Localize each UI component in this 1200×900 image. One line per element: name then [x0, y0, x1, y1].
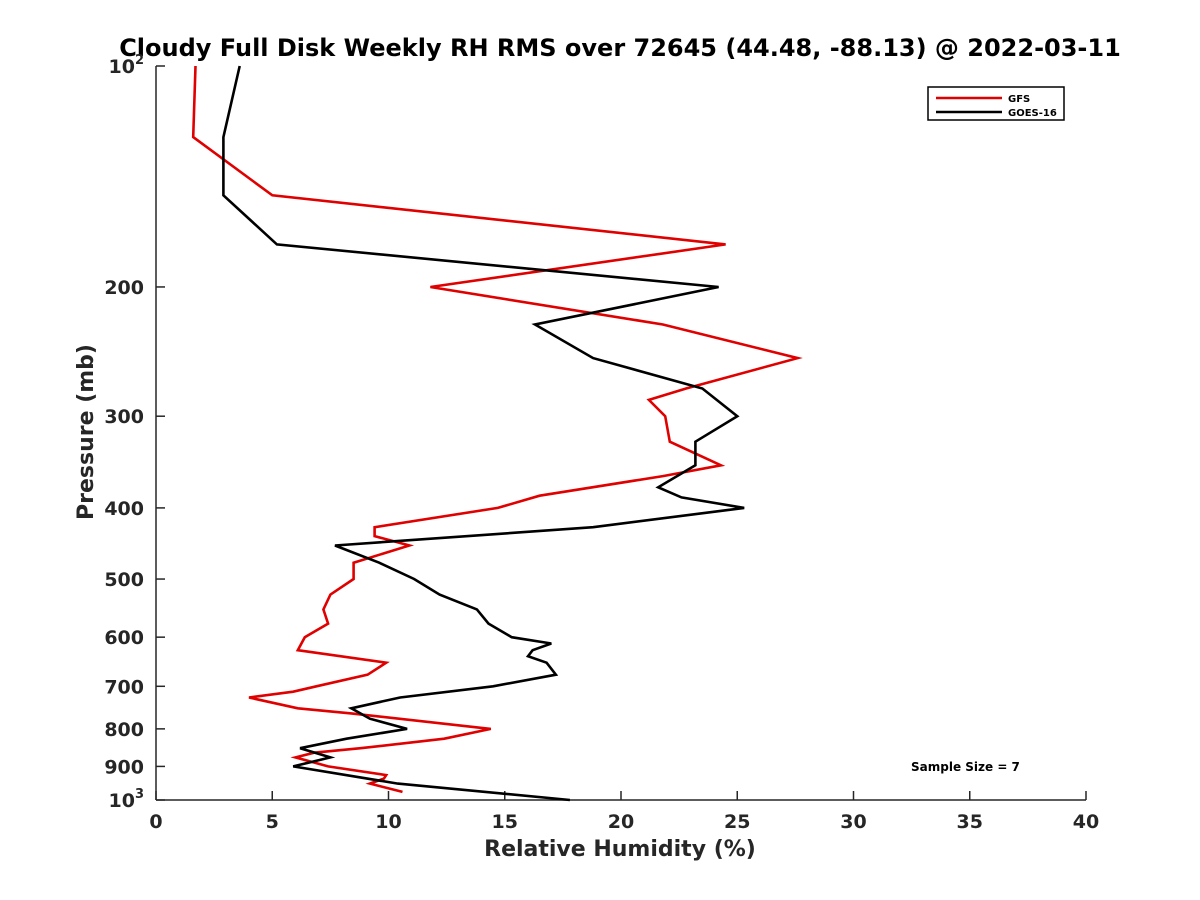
- x-tick-label: 40: [1073, 811, 1099, 833]
- y-tick-label: 600: [104, 627, 144, 649]
- x-tick-label: 20: [608, 811, 634, 833]
- y-tick-label: 500: [104, 569, 144, 591]
- y-axis-label: Pressure (mb): [74, 344, 99, 520]
- x-tick-label: 10: [375, 811, 401, 833]
- x-tick-label: 0: [149, 811, 162, 833]
- legend-label-gfs: GFS: [1008, 94, 1030, 105]
- x-tick-label: 15: [492, 811, 518, 833]
- x-axis-label: Relative Humidity (%): [484, 837, 756, 862]
- y-tick-label: 900: [104, 756, 144, 778]
- x-tick-label: 25: [724, 811, 750, 833]
- x-tick-label: 5: [266, 811, 279, 833]
- x-ticks: 0 5 10 15 20 25 30 35 40: [149, 791, 1099, 833]
- legend-label-goes-16: GOES-16: [1008, 108, 1057, 119]
- legend: GFS GOES-16: [927, 86, 1065, 121]
- y-tick-label: 400: [104, 498, 144, 520]
- y-tick-label: 700: [104, 676, 144, 698]
- series-lines: [191, 65, 803, 802]
- y-tick-label: 200: [104, 277, 144, 299]
- series-line-gfs: [191, 65, 803, 794]
- sample-size-annotation: Sample Size = 7: [911, 760, 1020, 774]
- x-tick-label: 30: [840, 811, 866, 833]
- y-tick-label: 300: [104, 406, 144, 428]
- x-tick-label: 35: [957, 811, 983, 833]
- y-tick-label: 800: [104, 719, 144, 741]
- series-line-goes-16: [222, 65, 745, 802]
- chart-title: Cloudy Full Disk Weekly RH RMS over 7264…: [119, 34, 1121, 62]
- legend-box: [927, 86, 1065, 121]
